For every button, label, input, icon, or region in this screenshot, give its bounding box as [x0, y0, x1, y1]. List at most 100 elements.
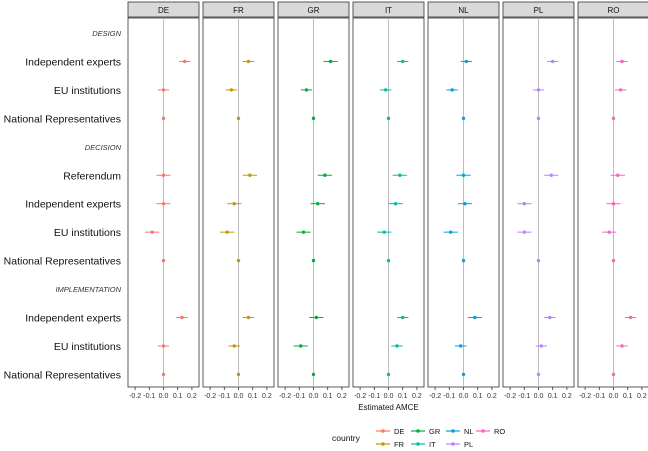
row-label: EU institutions: [54, 341, 121, 353]
estimate-point: [620, 344, 624, 348]
legend-entry-ro: RO: [476, 427, 505, 436]
estimate-point: [611, 202, 616, 206]
estimate-point: [461, 372, 466, 377]
x-tick-label: 0.0: [534, 393, 544, 400]
row-label: National Representatives: [4, 369, 121, 381]
legend-key-point: [481, 429, 485, 433]
legend-entry-label: DE: [394, 427, 404, 436]
estimate-point: [449, 230, 453, 234]
estimate-point: [161, 372, 166, 377]
estimate-point: [383, 88, 388, 92]
estimate-point: [611, 372, 616, 377]
estimate-point: [522, 230, 526, 234]
estimate-point: [628, 315, 633, 320]
estimate-point: [225, 230, 229, 234]
estimate-point: [386, 372, 391, 377]
estimate-point: [299, 344, 303, 348]
x-tick-label: 0.1: [173, 393, 183, 400]
estimate-point: [450, 88, 454, 92]
legend-entry-label: NL: [464, 427, 474, 436]
facet-strip: [502, 1, 575, 18]
estimate-point: [607, 230, 611, 234]
estimate-point: [150, 230, 154, 234]
estimate-point: [536, 116, 541, 121]
legend-key-point: [416, 429, 420, 433]
estimate-point: [229, 88, 234, 92]
legend-key-point: [451, 442, 455, 446]
estimate-point: [236, 116, 241, 121]
estimate-point: [246, 315, 251, 320]
panel-fr: FR -0.2 -0.1 0.0 0.1 0.2: [202, 1, 275, 400]
facet-strip: [277, 1, 350, 18]
legend-title: country: [332, 433, 361, 443]
legend-key-point: [381, 442, 385, 446]
panel-it: IT -0.2 -0.1 0.0 0.1 0.2: [352, 1, 425, 400]
facet-strip: [427, 1, 500, 18]
panel-de: DE -0.2 -0.1 0.0 0.1 0.2: [127, 1, 200, 400]
legend-key-point: [416, 442, 420, 446]
estimate-point: [458, 344, 463, 348]
x-tick-label: -0.2: [504, 393, 516, 400]
estimate-point: [386, 116, 391, 121]
estimate-point: [311, 116, 316, 121]
panel-pl: PL -0.2 -0.1 0.0 0.1 0.2: [502, 1, 575, 400]
x-tick-label: 0.0: [609, 393, 619, 400]
row-label: Independent experts: [25, 199, 121, 211]
estimate-point: [180, 315, 184, 320]
estimate-point: [393, 202, 398, 206]
estimate-point: [536, 88, 541, 92]
section-label: DECISION: [85, 143, 122, 152]
estimate-point: [522, 202, 526, 206]
estimate-point: [395, 344, 399, 348]
x-tick-label: 0.1: [248, 393, 258, 400]
estimate-point: [401, 315, 405, 320]
x-tick-label: -0.2: [579, 393, 591, 400]
x-tick-label: -0.2: [429, 393, 441, 400]
legend-entry-label: IT: [429, 440, 436, 449]
x-tick-label: -0.1: [143, 393, 155, 400]
row-label: EU institutions: [54, 85, 121, 97]
estimate-point: [161, 344, 166, 348]
estimate-point: [398, 173, 402, 177]
estimate-point: [611, 258, 616, 263]
facet-strip: [127, 1, 200, 18]
x-tick-label: -0.1: [443, 393, 455, 400]
estimate-point: [314, 315, 319, 320]
estimate-point: [236, 372, 241, 377]
legend-entry-de: DE: [376, 427, 404, 436]
x-tick-label: -0.2: [354, 393, 366, 400]
estimate-point: [311, 258, 316, 263]
x-tick-label: -0.1: [293, 393, 305, 400]
legend-entry-gr: GR: [411, 427, 441, 436]
estimate-point: [461, 173, 466, 177]
estimate-point: [248, 173, 252, 177]
x-axis-title: Estimated AMCE: [358, 403, 418, 412]
estimate-point: [304, 88, 309, 92]
x-tick-label: 0.1: [548, 393, 558, 400]
x-tick-label: -0.1: [593, 393, 605, 400]
panel-nl: NL -0.2 -0.1 0.0 0.1 0.2: [427, 1, 500, 400]
facet-strip-label: DE: [158, 6, 169, 15]
estimate-point: [620, 59, 624, 64]
estimate-point: [246, 59, 251, 64]
facet-strip-label: NL: [458, 6, 469, 15]
x-tick-label: 0.2: [337, 393, 347, 400]
legend-entry-pl: PL: [446, 440, 473, 449]
section-label: IMPLEMENTATION: [55, 285, 121, 294]
estimate-point: [323, 173, 327, 177]
x-tick-label: 0.2: [637, 393, 647, 400]
estimate-point: [301, 230, 306, 234]
x-tick-label: 0.2: [187, 393, 197, 400]
estimate-point: [536, 372, 541, 377]
x-tick-label: 0.0: [234, 393, 244, 400]
x-tick-label: 0.0: [384, 393, 394, 400]
x-tick-label: 0.2: [562, 393, 572, 400]
x-tick-label: 0.1: [323, 393, 333, 400]
estimate-point: [401, 59, 405, 64]
estimate-point: [161, 116, 166, 121]
row-label: Referendum: [63, 170, 121, 182]
estimate-point: [316, 202, 320, 206]
x-tick-label: -0.2: [204, 393, 216, 400]
estimate-point: [161, 173, 166, 177]
row-label: EU institutions: [54, 227, 121, 239]
